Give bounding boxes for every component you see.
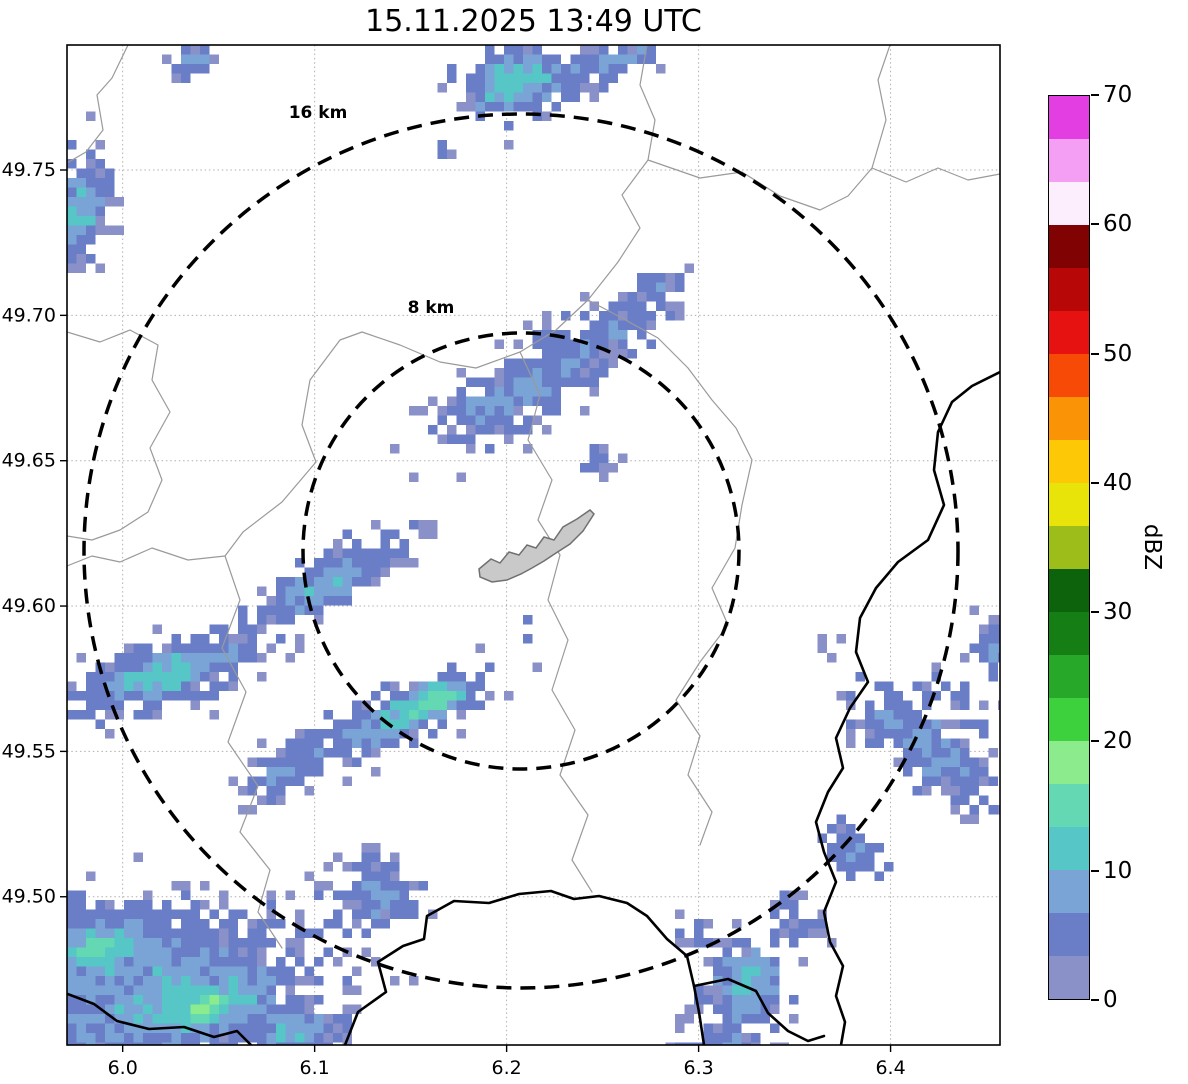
colorbar-tick-label: 50 xyxy=(1103,340,1133,367)
colorbar-swatch xyxy=(1049,956,1089,999)
colorbar-swatch xyxy=(1049,612,1089,655)
colorbar-tick xyxy=(1091,223,1099,226)
colorbar-swatch xyxy=(1049,870,1089,913)
colorbar-tick xyxy=(1091,740,1099,743)
urban-area-polygon xyxy=(478,509,595,583)
axis-tick-labels: 6.0 6.1 6.2 6.3 6.4 49.50 49.55 49.60 49.65 49.70… xyxy=(2,159,906,1079)
x-tick-label: 6.1 xyxy=(300,1057,330,1079)
colorbar-swatch xyxy=(1049,397,1089,440)
colorbar-swatches xyxy=(1049,96,1089,999)
x-tick-label: 6.2 xyxy=(492,1057,522,1079)
colorbar-swatch xyxy=(1049,225,1089,268)
y-tick-label: 49.70 xyxy=(2,304,56,326)
y-tick-label: 49.50 xyxy=(2,886,56,908)
colorbar-tick xyxy=(1091,611,1099,614)
y-tick-label: 49.75 xyxy=(2,159,56,181)
range-ring-8km xyxy=(301,331,741,771)
colorbar-label: dBZ xyxy=(1139,523,1165,571)
colorbar-swatch xyxy=(1049,741,1089,784)
colorbar-swatch xyxy=(1049,354,1089,397)
admin-boundaries xyxy=(67,45,1000,949)
axes-frame xyxy=(66,44,1001,1046)
colorbar-swatch xyxy=(1049,784,1089,827)
colorbar-tick xyxy=(1091,999,1099,1001)
colorbar-tick-label: 70 xyxy=(1103,82,1133,108)
x-tick-label: 6.0 xyxy=(108,1057,138,1079)
colorbar-swatch xyxy=(1049,526,1089,569)
colorbar-swatch xyxy=(1049,655,1089,698)
colorbar-swatch xyxy=(1049,139,1089,182)
colorbar-swatch xyxy=(1049,569,1089,612)
colorbar-tick-label: 40 xyxy=(1103,469,1133,496)
plot-title: 15.11.2025 13:49 UTC xyxy=(365,4,702,39)
colorbar-swatch xyxy=(1049,96,1089,139)
y-tick-label: 49.65 xyxy=(2,450,56,472)
colorbar-swatch xyxy=(1049,913,1089,956)
colorbar-tick-label: 60 xyxy=(1103,211,1133,238)
colorbar-swatch xyxy=(1049,268,1089,311)
colorbar-swatch xyxy=(1049,698,1089,741)
colorbar-tick xyxy=(1091,481,1099,484)
y-tick-label: 49.55 xyxy=(2,740,56,762)
colorbar-tick xyxy=(1091,94,1099,96)
colorbar xyxy=(1048,95,1090,1000)
colorbar-swatch xyxy=(1049,827,1089,870)
range-ring-label: 16 km xyxy=(289,103,348,123)
range-ring-16km xyxy=(82,112,960,990)
gridlines xyxy=(67,45,1000,1045)
colorbar-swatch xyxy=(1049,483,1089,526)
country-borders xyxy=(67,370,1000,1045)
colorbar-swatch xyxy=(1049,182,1089,225)
radar-echo-layer xyxy=(67,45,1000,1045)
colorbar-tick-label: 20 xyxy=(1103,728,1133,755)
colorbar-swatch xyxy=(1049,311,1089,354)
colorbar-tick-label: 10 xyxy=(1103,857,1133,884)
colorbar-tick xyxy=(1091,869,1099,872)
colorbar-swatch xyxy=(1049,440,1089,483)
y-tick-label: 49.60 xyxy=(2,595,56,617)
colorbar-tick-label: 30 xyxy=(1103,599,1133,626)
axis-ticks xyxy=(60,169,892,1052)
colorbar-tick-label: 0 xyxy=(1103,987,1118,1013)
colorbar-tick xyxy=(1091,352,1099,355)
x-tick-label: 6.3 xyxy=(683,1057,713,1079)
range-ring-label: 8 km xyxy=(408,298,455,318)
x-tick-label: 6.4 xyxy=(875,1057,905,1079)
